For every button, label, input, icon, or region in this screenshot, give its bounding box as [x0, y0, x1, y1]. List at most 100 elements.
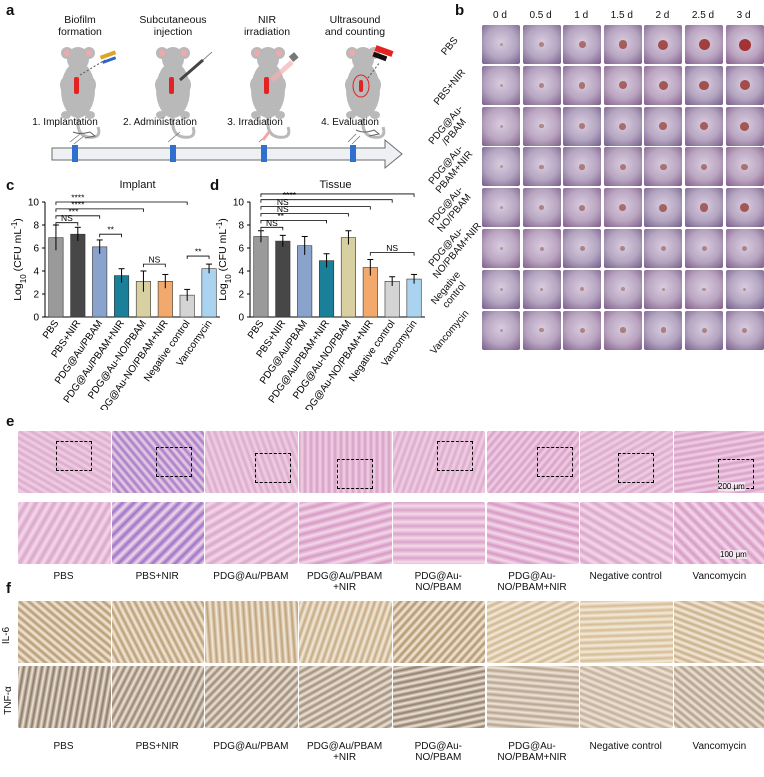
zoom-region-box	[255, 453, 292, 483]
wound-photo	[522, 65, 561, 105]
label-line1: PDG@Au/PBAM	[307, 741, 383, 752]
wound-spot	[619, 204, 627, 212]
wound-photo	[725, 147, 764, 187]
wound-spot	[539, 205, 545, 211]
wound-spot	[742, 246, 748, 251]
wound-spot	[499, 247, 503, 250]
significance-label: ****	[71, 193, 85, 203]
wound-photo	[563, 25, 602, 64]
wound-photo	[644, 269, 683, 309]
wound-photo	[563, 188, 602, 228]
step-2-label: 2. Administration	[123, 117, 197, 128]
wound-spot	[619, 163, 626, 170]
wound-spot	[738, 38, 751, 51]
wound-spot	[499, 43, 503, 46]
ihc-il6-image	[18, 601, 111, 663]
bar	[384, 281, 400, 318]
he-low-mag-image	[299, 431, 392, 493]
ihc-group-label: PDG@Au/PBAM	[203, 741, 298, 752]
ihc-group-label: PBS	[16, 741, 111, 752]
wound-spot	[618, 81, 627, 90]
label-line1: PDG@Au/PBAM	[213, 741, 289, 752]
y-axis-label: Log10 (CFU mL-1)	[215, 218, 233, 301]
panel-f-letter: f	[6, 580, 11, 597]
wound-photo	[685, 229, 723, 268]
significance-label: NS	[277, 204, 289, 214]
ihc-il6-image	[111, 601, 205, 663]
wound-photo	[482, 269, 520, 309]
he-high-mag-image	[673, 502, 764, 564]
label-line1: PBS	[53, 741, 74, 752]
wound-photo	[685, 310, 723, 350]
step-2-title: Subcutaneous injection	[139, 14, 207, 38]
label-line1: Negative control	[589, 571, 662, 582]
label-line1: Vancomycin	[692, 571, 747, 582]
wound-photo	[725, 188, 764, 228]
significance-bracket	[99, 233, 122, 238]
wound-spot	[579, 204, 586, 211]
timeline-arrow	[51, 131, 403, 170]
he-high-mag-image	[580, 502, 673, 564]
significance-bracket	[260, 226, 284, 231]
significance-bracket	[55, 201, 188, 205]
wound-photo	[563, 65, 602, 105]
he-group-label: Negative control	[578, 571, 673, 582]
label-line2: NO/PBAM	[415, 582, 462, 593]
step-4-title: Ultrasound and counting	[324, 14, 386, 38]
label-line2: NO/PBAM+NIR	[497, 752, 567, 763]
label-line1: PBS	[53, 571, 74, 582]
wound-photo	[644, 229, 683, 268]
y-axis-label: Log10 (CFU mL-1)	[10, 218, 28, 301]
timepoint-header: 2 d	[655, 10, 670, 21]
ihc-tnf-image	[18, 666, 111, 728]
wound-photo	[603, 65, 642, 105]
wound-spot	[499, 206, 503, 210]
label-line1: PDG@Au-	[508, 741, 556, 752]
significance-bracket	[260, 199, 393, 203]
significance-label: **	[277, 211, 284, 221]
wound-spot	[539, 82, 545, 88]
wound-spot	[658, 80, 668, 90]
wound-spot	[659, 122, 668, 131]
wound-photo	[563, 106, 602, 146]
ihc-il6-image	[392, 601, 486, 663]
he-high-mag-image	[111, 502, 205, 564]
zoom-region-box	[155, 447, 192, 477]
wound-photo	[644, 106, 683, 146]
wound-photo	[522, 188, 561, 228]
wound-photo	[644, 65, 683, 105]
wound-spot	[658, 39, 669, 50]
panel-e-letter: e	[6, 413, 15, 430]
wound-spot	[620, 287, 625, 292]
wound-photo	[603, 269, 642, 309]
he-high-mag-image	[205, 502, 298, 564]
y-tick-label: 10	[233, 198, 245, 209]
ihc-il6-image	[205, 601, 298, 663]
step-1-label: 1. Implantation	[32, 117, 98, 128]
he-high-mag-image	[392, 502, 486, 564]
significance-bracket	[186, 255, 210, 260]
significance-bracket	[55, 222, 79, 226]
wound-spot	[579, 164, 585, 170]
y-tick-label: 0	[33, 313, 39, 324]
wound-spot	[539, 123, 544, 129]
significance-bracket	[143, 263, 166, 268]
wound-photo	[685, 65, 723, 105]
he-group-label: PDG@Au- NO/PBAM	[391, 571, 486, 593]
wound-spot	[539, 164, 544, 170]
bar	[70, 233, 86, 318]
y-tick-label: 2	[33, 290, 39, 301]
wound-spot	[660, 163, 667, 171]
wound-photo	[725, 65, 764, 105]
y-tick-label: 8	[238, 221, 244, 232]
scale-bar-200: 200 μm	[718, 482, 745, 491]
wound-spot	[539, 287, 544, 292]
wound-spot	[499, 287, 503, 291]
y-tick-label: 6	[33, 244, 39, 255]
wound-photo	[563, 147, 602, 187]
significance-bracket	[260, 220, 327, 224]
wound-photo	[603, 229, 642, 268]
ihc-tnf-image	[673, 666, 764, 728]
wound-photo	[725, 229, 764, 268]
